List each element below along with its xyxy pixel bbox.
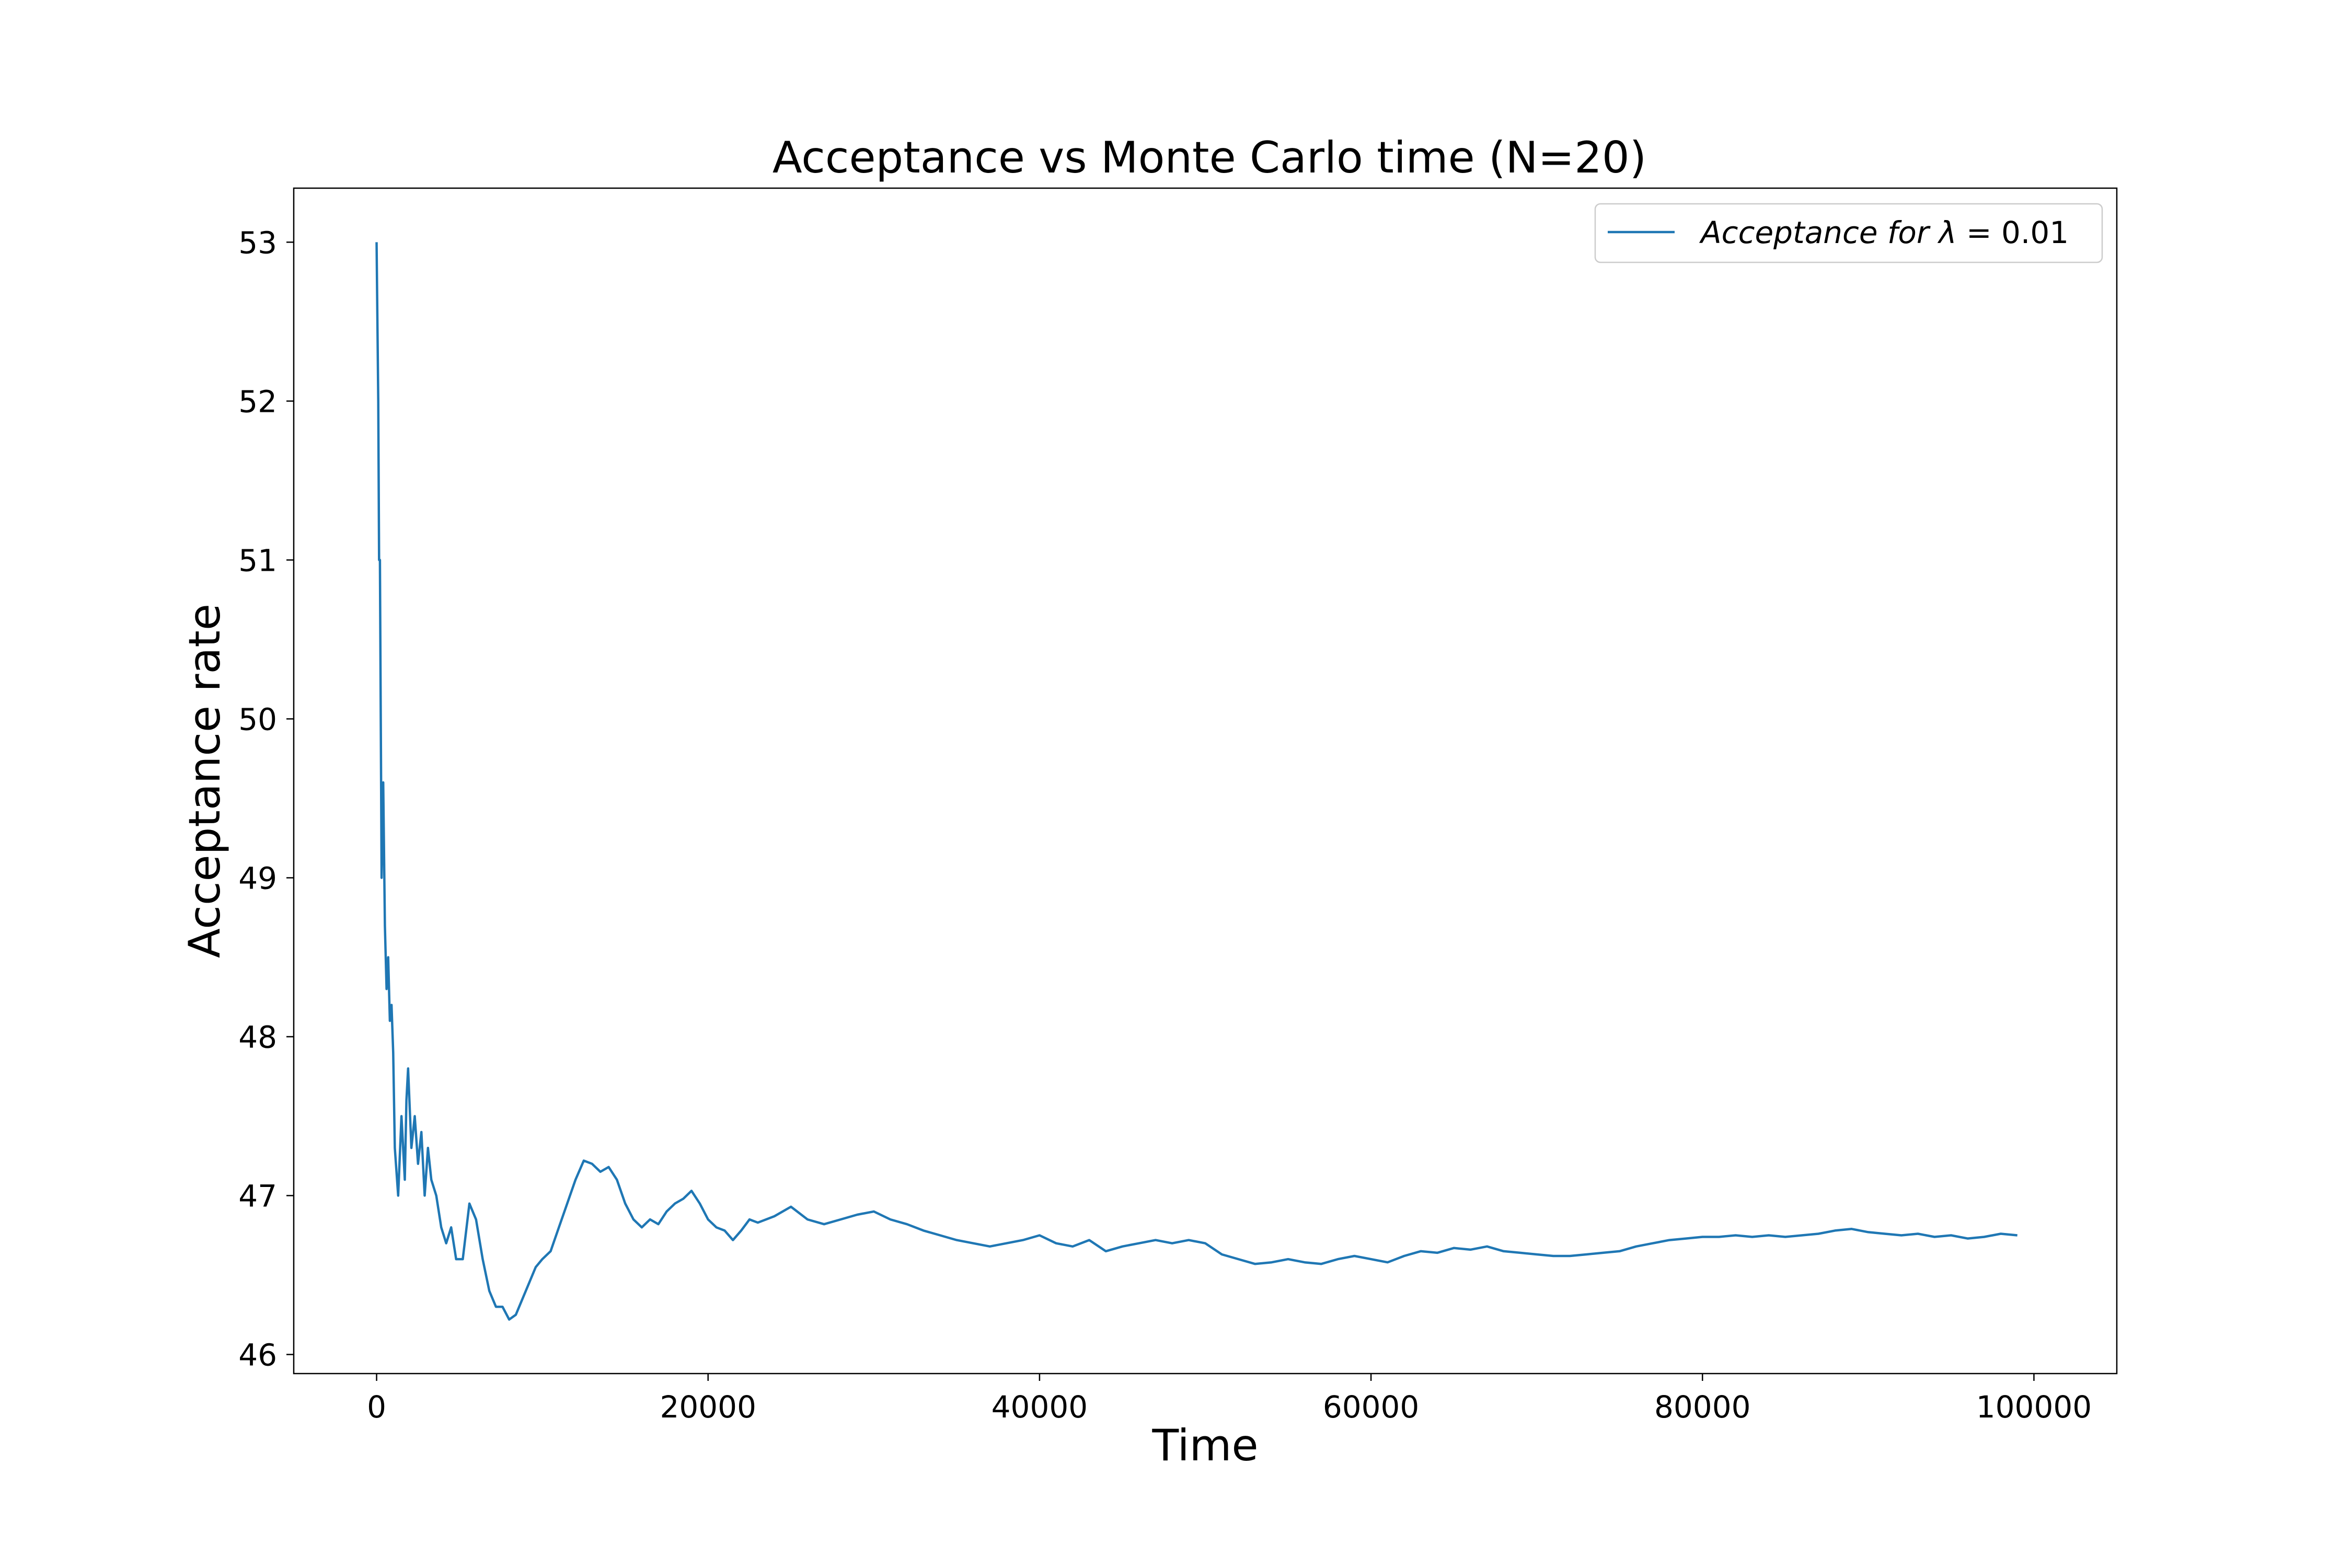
series-line — [375, 242, 2017, 1321]
y-tick-label: 47 — [238, 1178, 277, 1214]
ticks-layer: 0 20000 40000 60000 80000 100000 46 47 48 49 50 51 5… — [238, 225, 2092, 1425]
y-tick-label: 52 — [238, 384, 277, 419]
plot-frame — [293, 187, 2118, 1375]
legend-label-symbol: λ — [1937, 215, 1956, 250]
legend-label-text: Acceptance for — [1699, 215, 1939, 250]
y-tick-label: 50 — [238, 701, 277, 737]
legend: Acceptance for λ = 0.01 — [1594, 203, 2103, 263]
legend-label-value: 0.01 — [2001, 215, 2069, 250]
legend-label: Acceptance for λ = 0.01 — [1699, 215, 2069, 250]
legend-label-equals: = — [1957, 215, 2001, 250]
plot-area — [294, 188, 2117, 1374]
x-tick-label: 40000 — [991, 1389, 1088, 1425]
y-tick-label: 49 — [238, 860, 277, 896]
x-tick-label: 0 — [367, 1389, 386, 1425]
y-tick-label: 46 — [238, 1338, 277, 1373]
y-tick-label: 48 — [238, 1019, 277, 1055]
x-tick-label: 100000 — [1976, 1389, 2092, 1425]
legend-box — [1594, 203, 2103, 263]
x-tick-label: 80000 — [1654, 1389, 1751, 1425]
x-tick-label: 60000 — [1323, 1389, 1420, 1425]
chart-title: Acceptance vs Monte Carlo time (N=20) — [773, 132, 1646, 183]
y-tick-label: 53 — [238, 225, 277, 260]
y-axis-label: Acceptance rate — [179, 604, 230, 958]
y-tick-label: 51 — [238, 543, 277, 578]
data-layer — [375, 242, 2017, 1321]
x-axis-label: Time — [1151, 1420, 1258, 1471]
x-tick-label: 20000 — [660, 1389, 756, 1425]
